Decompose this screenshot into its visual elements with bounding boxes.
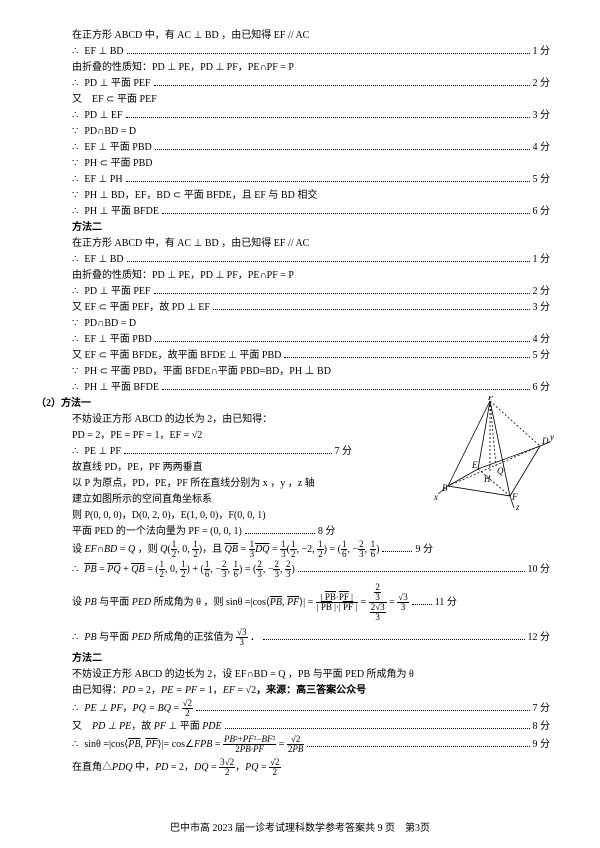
- proof-line: EF ⊥ BD: [84, 252, 123, 267]
- bottom-line: 在直角△PDQ 中，PD = 2，DQ = 3√22，PQ = √22: [72, 758, 281, 777]
- m2-l9: sinθ =|cos⟨PB, PF⟩|= cos∠FPB = PB²+PF²−B…: [84, 735, 304, 754]
- proof-line: PH ⊥ 平面 BFDE: [84, 204, 159, 219]
- proof-line: EF ⊥ 平面 PBD: [84, 140, 151, 155]
- label-y: y: [549, 432, 554, 442]
- l9: 设 EF∩BD = Q ，则 Q(12, 0, 12)，且 QB = 13DQ …: [72, 540, 379, 559]
- label-P: P: [487, 396, 494, 402]
- label-B: B: [442, 483, 448, 493]
- l-peperp: PE ⊥ PF: [84, 444, 121, 459]
- proof-line: PD ⊥ 平面 PEF: [84, 76, 150, 91]
- l11: 设 PB 与平面 PED 所成角为 θ ，则 sinθ =|cos⟨PB, PF…: [72, 583, 409, 622]
- label-H: H: [483, 474, 491, 484]
- proof-line: EF ⊥ BD: [84, 44, 123, 59]
- proof-line: PH ⊂ 平面 PBD: [84, 156, 152, 171]
- method2-title: 方法二: [72, 220, 102, 235]
- proof-line: EF ⊥ 平面 PBD: [84, 332, 151, 347]
- part2-title: （2）方法一: [36, 396, 91, 411]
- label-x: x: [433, 492, 438, 502]
- header2-text: 在正方形 ABCD 中，有 AC ⊥ BD ，由已知得 EF // AC: [72, 236, 309, 251]
- label-D: D: [541, 436, 549, 446]
- m2-l8: 又 PD ⊥ PE，故 PF ⊥ 平面 PDE: [72, 719, 222, 734]
- label-F: F: [511, 492, 518, 502]
- proof-line: PH ⊂ 平面 PBD，平面 BFDE∩平面 PBD=BD，PH ⊥ BD: [84, 364, 331, 379]
- page-footer: 巴中市高 2023 届一诊考试理科数学参考答案共 9 页 第3页: [0, 821, 600, 836]
- proof-line: PD ⊥ 平面 PEF: [84, 284, 150, 299]
- l8-text: 平面 PED 的一个法向量为 PF = (0, 0, 1): [72, 524, 242, 539]
- proof-line: EF ⊥ PH: [84, 172, 122, 187]
- proof-line: PH ⊥ BD，EF，BD ⊂ 平面 BFDE，且 EF 与 BD 相交: [84, 188, 317, 203]
- proof-line: 由折叠的性质知：PD ⊥ PE，PD ⊥ PF，PE∩PF = P: [72, 268, 294, 283]
- proof-line: 由折叠的性质知：PD ⊥ PE，PD ⊥ PF，PE∩PF = P: [72, 60, 294, 75]
- proof-line: PD∩BD = D: [84, 316, 136, 331]
- m2l1: 不妨设正方形 ABCD 的边长为 2，设 EF∩BD = Q ，PB 与平面 P…: [72, 667, 414, 682]
- label-Q: Q: [497, 466, 504, 476]
- l10: PB = PQ + QB = (12, 0, 12) + (16, −23, 1…: [84, 560, 294, 579]
- l8-pts: 8 分: [318, 524, 336, 539]
- l12: PB 与平面 PED 所成角的正弦值为 √33 ．: [84, 628, 260, 647]
- label-E: E: [471, 460, 478, 470]
- 3d-diagram: P D E B F H Q x y z: [430, 396, 555, 511]
- method22-title: 方法二: [72, 651, 102, 666]
- label-z: z: [515, 502, 520, 511]
- proof-line: PD ⊥ EF: [84, 108, 122, 123]
- proof-line: 又 EF ⊂ 平面 BFDE，故平面 BFDE ⊥ 平面 PBD: [72, 348, 281, 363]
- proof-line: 又 EF ⊂ 平面 PEF: [72, 92, 157, 107]
- header-text: 在正方形 ABCD 中，有 AC ⊥ BD ，由已知得 EF // AC: [72, 28, 309, 43]
- proof-line: PH ⊥ 平面 BFDE: [84, 380, 159, 395]
- proof-line: 又 EF ⊂ 平面 PEF，故 PD ⊥ EF: [72, 300, 210, 315]
- m2l2: 由已知得：PD = 2，PE = PF = 1，EF = √2，来源：高三答案公…: [72, 683, 366, 698]
- m2-l7: PE ⊥ PF，PQ = BQ = √22: [84, 699, 193, 718]
- proof-line: PD∩BD = D: [84, 124, 136, 139]
